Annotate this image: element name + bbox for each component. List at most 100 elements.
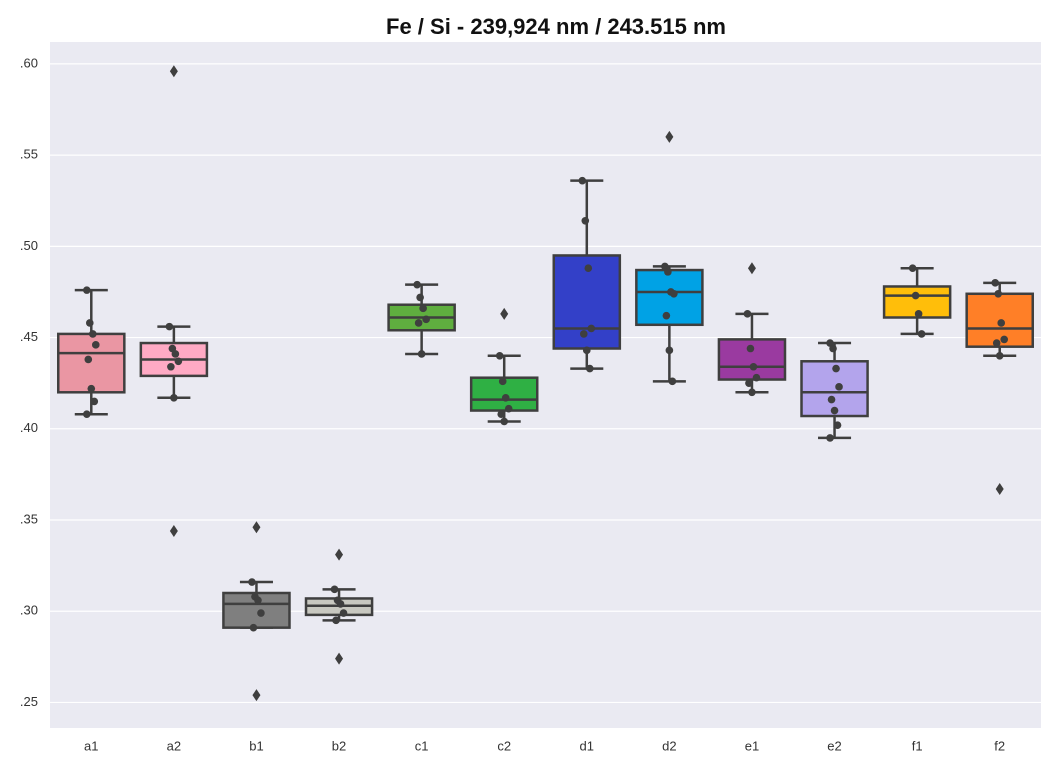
point bbox=[84, 355, 93, 364]
point bbox=[908, 264, 917, 273]
point bbox=[835, 383, 843, 391]
point bbox=[662, 311, 671, 320]
outlier bbox=[500, 307, 509, 320]
point bbox=[422, 315, 430, 324]
point bbox=[994, 289, 1003, 298]
point bbox=[585, 364, 594, 373]
point bbox=[88, 330, 97, 338]
y-tick-label: .25 bbox=[20, 694, 38, 709]
point bbox=[167, 362, 175, 371]
point bbox=[746, 344, 755, 353]
point bbox=[87, 384, 96, 393]
point bbox=[257, 609, 265, 617]
x-tick-label: e1 bbox=[745, 738, 759, 753]
point bbox=[826, 434, 834, 442]
point bbox=[332, 616, 340, 625]
point bbox=[665, 346, 674, 355]
point bbox=[419, 304, 427, 313]
point bbox=[670, 289, 678, 298]
point bbox=[579, 330, 588, 338]
point bbox=[249, 623, 258, 632]
point bbox=[414, 319, 423, 327]
point bbox=[587, 324, 596, 333]
point bbox=[413, 280, 421, 289]
point bbox=[752, 373, 761, 382]
point bbox=[498, 377, 507, 386]
point bbox=[748, 388, 756, 397]
x-tick-label: c2 bbox=[497, 738, 511, 753]
point bbox=[991, 279, 1000, 287]
y-tick-label: .45 bbox=[20, 329, 38, 344]
point bbox=[745, 379, 753, 387]
point bbox=[995, 352, 1004, 360]
outlier bbox=[335, 652, 344, 665]
point bbox=[417, 350, 426, 358]
point bbox=[668, 377, 677, 386]
point bbox=[174, 357, 183, 366]
point bbox=[914, 310, 923, 318]
outlier bbox=[747, 262, 756, 275]
point bbox=[830, 406, 839, 415]
x-tick-label: e2 bbox=[827, 738, 841, 753]
point bbox=[911, 291, 920, 300]
point bbox=[416, 293, 424, 302]
point bbox=[336, 600, 345, 608]
x-tick-label: f2 bbox=[994, 738, 1005, 753]
outlier bbox=[335, 548, 344, 561]
point bbox=[85, 319, 94, 327]
point bbox=[582, 346, 591, 355]
outlier bbox=[169, 524, 178, 537]
plot-area bbox=[50, 42, 1041, 728]
point bbox=[330, 585, 339, 594]
y-tick-label: .35 bbox=[20, 511, 38, 526]
point bbox=[578, 176, 587, 185]
point bbox=[248, 578, 256, 586]
x-tick-label: b1 bbox=[249, 738, 263, 753]
y-tick-label: .30 bbox=[20, 603, 38, 618]
y-tick-label: .55 bbox=[20, 147, 38, 162]
point bbox=[90, 397, 99, 406]
point bbox=[171, 350, 180, 358]
x-tick-label: b2 bbox=[332, 738, 346, 753]
point bbox=[664, 268, 672, 276]
outlier bbox=[665, 130, 674, 143]
y-tick-label: .50 bbox=[20, 238, 38, 253]
x-tick-label: d1 bbox=[580, 738, 594, 753]
point bbox=[82, 286, 91, 294]
y-tick-label: .40 bbox=[20, 420, 38, 435]
x-tick-label: c1 bbox=[415, 738, 429, 753]
point bbox=[829, 344, 837, 353]
chart-title: Fe / Si - 239,924 nm / 243.515 nm bbox=[386, 14, 726, 39]
point bbox=[495, 352, 504, 360]
point bbox=[584, 264, 593, 273]
x-tick-label: a2 bbox=[167, 738, 181, 753]
outlier bbox=[995, 482, 1004, 495]
point bbox=[504, 404, 513, 413]
x-tick-label: d2 bbox=[662, 738, 676, 753]
point bbox=[749, 362, 758, 371]
point bbox=[91, 341, 100, 349]
box bbox=[57, 332, 126, 394]
point bbox=[165, 322, 174, 331]
point bbox=[501, 393, 510, 402]
point bbox=[827, 395, 836, 404]
point bbox=[997, 319, 1006, 327]
x-tick-label: f1 bbox=[912, 738, 923, 753]
x-tick-label: a1 bbox=[84, 738, 98, 753]
point bbox=[833, 421, 842, 429]
outlier bbox=[252, 521, 261, 534]
point bbox=[500, 417, 509, 426]
point bbox=[917, 330, 926, 338]
point bbox=[1000, 335, 1009, 344]
point bbox=[497, 410, 506, 418]
point bbox=[82, 410, 91, 418]
outlier bbox=[252, 689, 261, 702]
point bbox=[170, 393, 178, 402]
point bbox=[581, 216, 590, 225]
point bbox=[254, 596, 262, 605]
point bbox=[743, 310, 752, 318]
y-tick-label: .60 bbox=[20, 55, 38, 70]
point bbox=[832, 364, 840, 373]
point bbox=[339, 609, 348, 617]
